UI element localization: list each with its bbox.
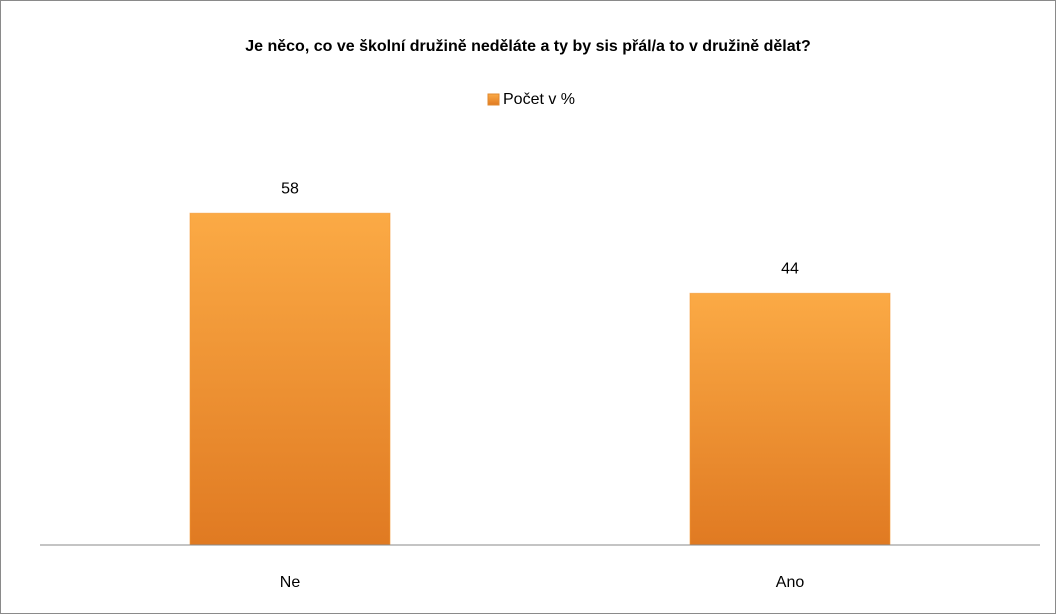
x-tick-label: Ne <box>280 574 301 591</box>
x-tick-label: Ano <box>776 574 805 591</box>
legend-label: Počet v % <box>503 91 575 108</box>
chart-title: Je něco, co ve školní družině neděláte a… <box>245 38 811 55</box>
bar <box>189 212 391 546</box>
legend-swatch <box>487 93 500 106</box>
value-label: 44 <box>781 261 799 278</box>
bar <box>689 292 891 546</box>
value-label: 58 <box>281 180 299 197</box>
